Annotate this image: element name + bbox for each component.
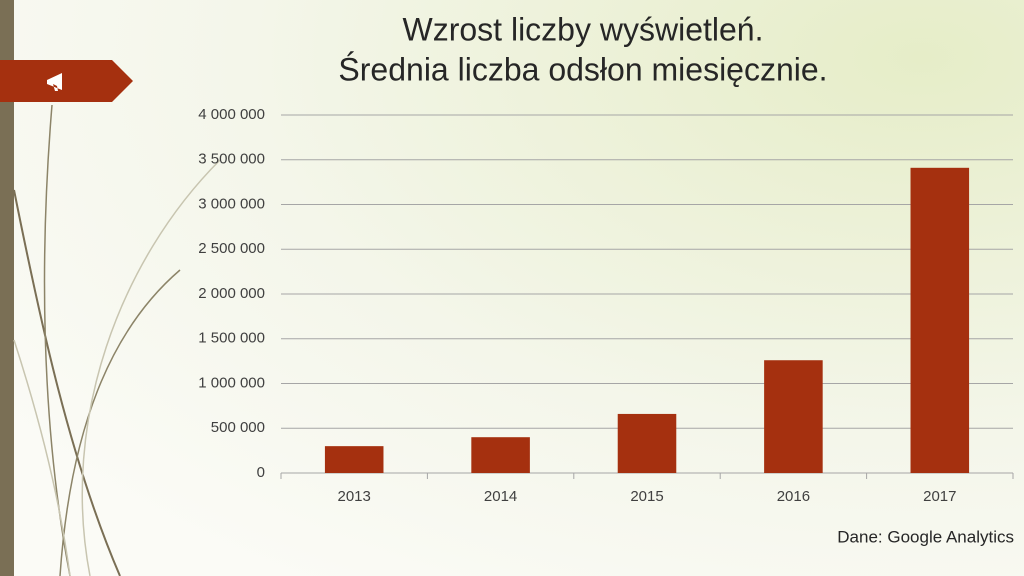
y-tick-label: 1 000 000 <box>198 374 265 391</box>
bar <box>324 446 384 473</box>
plot-area: 0 500 000 1 000 000 1 500 000 2 000 000 2 500… <box>198 106 1014 505</box>
y-tick-label: 2 500 000 <box>198 240 265 257</box>
y-tick-label: 3 000 000 <box>198 195 265 212</box>
bar <box>617 413 677 473</box>
megaphone-icon <box>47 73 62 91</box>
x-tick-label: 2014 <box>484 488 517 505</box>
side-strip <box>0 0 14 576</box>
y-tick-label: 2 000 000 <box>198 285 265 302</box>
x-tick-label: 2013 <box>338 488 371 505</box>
y-tick-label: 1 500 000 <box>198 330 265 347</box>
y-tick-label: 4 000 000 <box>198 106 265 123</box>
x-tick-label: 2016 <box>777 488 810 505</box>
chart-title: Wzrost liczby wyświetleń. <box>403 11 764 47</box>
y-tick-label: 500 000 <box>211 419 265 436</box>
bar <box>910 167 970 473</box>
source-note: Dane: Google Analytics <box>837 527 1014 546</box>
x-tick-label: 2015 <box>630 488 663 505</box>
decor-curves <box>13 104 221 576</box>
y-tick-label: 0 <box>257 464 265 481</box>
bar <box>471 437 530 473</box>
x-tick-label: 2017 <box>923 488 956 505</box>
chart-subtitle: Średnia liczba odsłon miesięcznie. <box>338 51 827 87</box>
y-tick-label: 3 500 000 <box>198 151 265 168</box>
tab-marker <box>0 60 133 102</box>
bar <box>764 360 823 473</box>
